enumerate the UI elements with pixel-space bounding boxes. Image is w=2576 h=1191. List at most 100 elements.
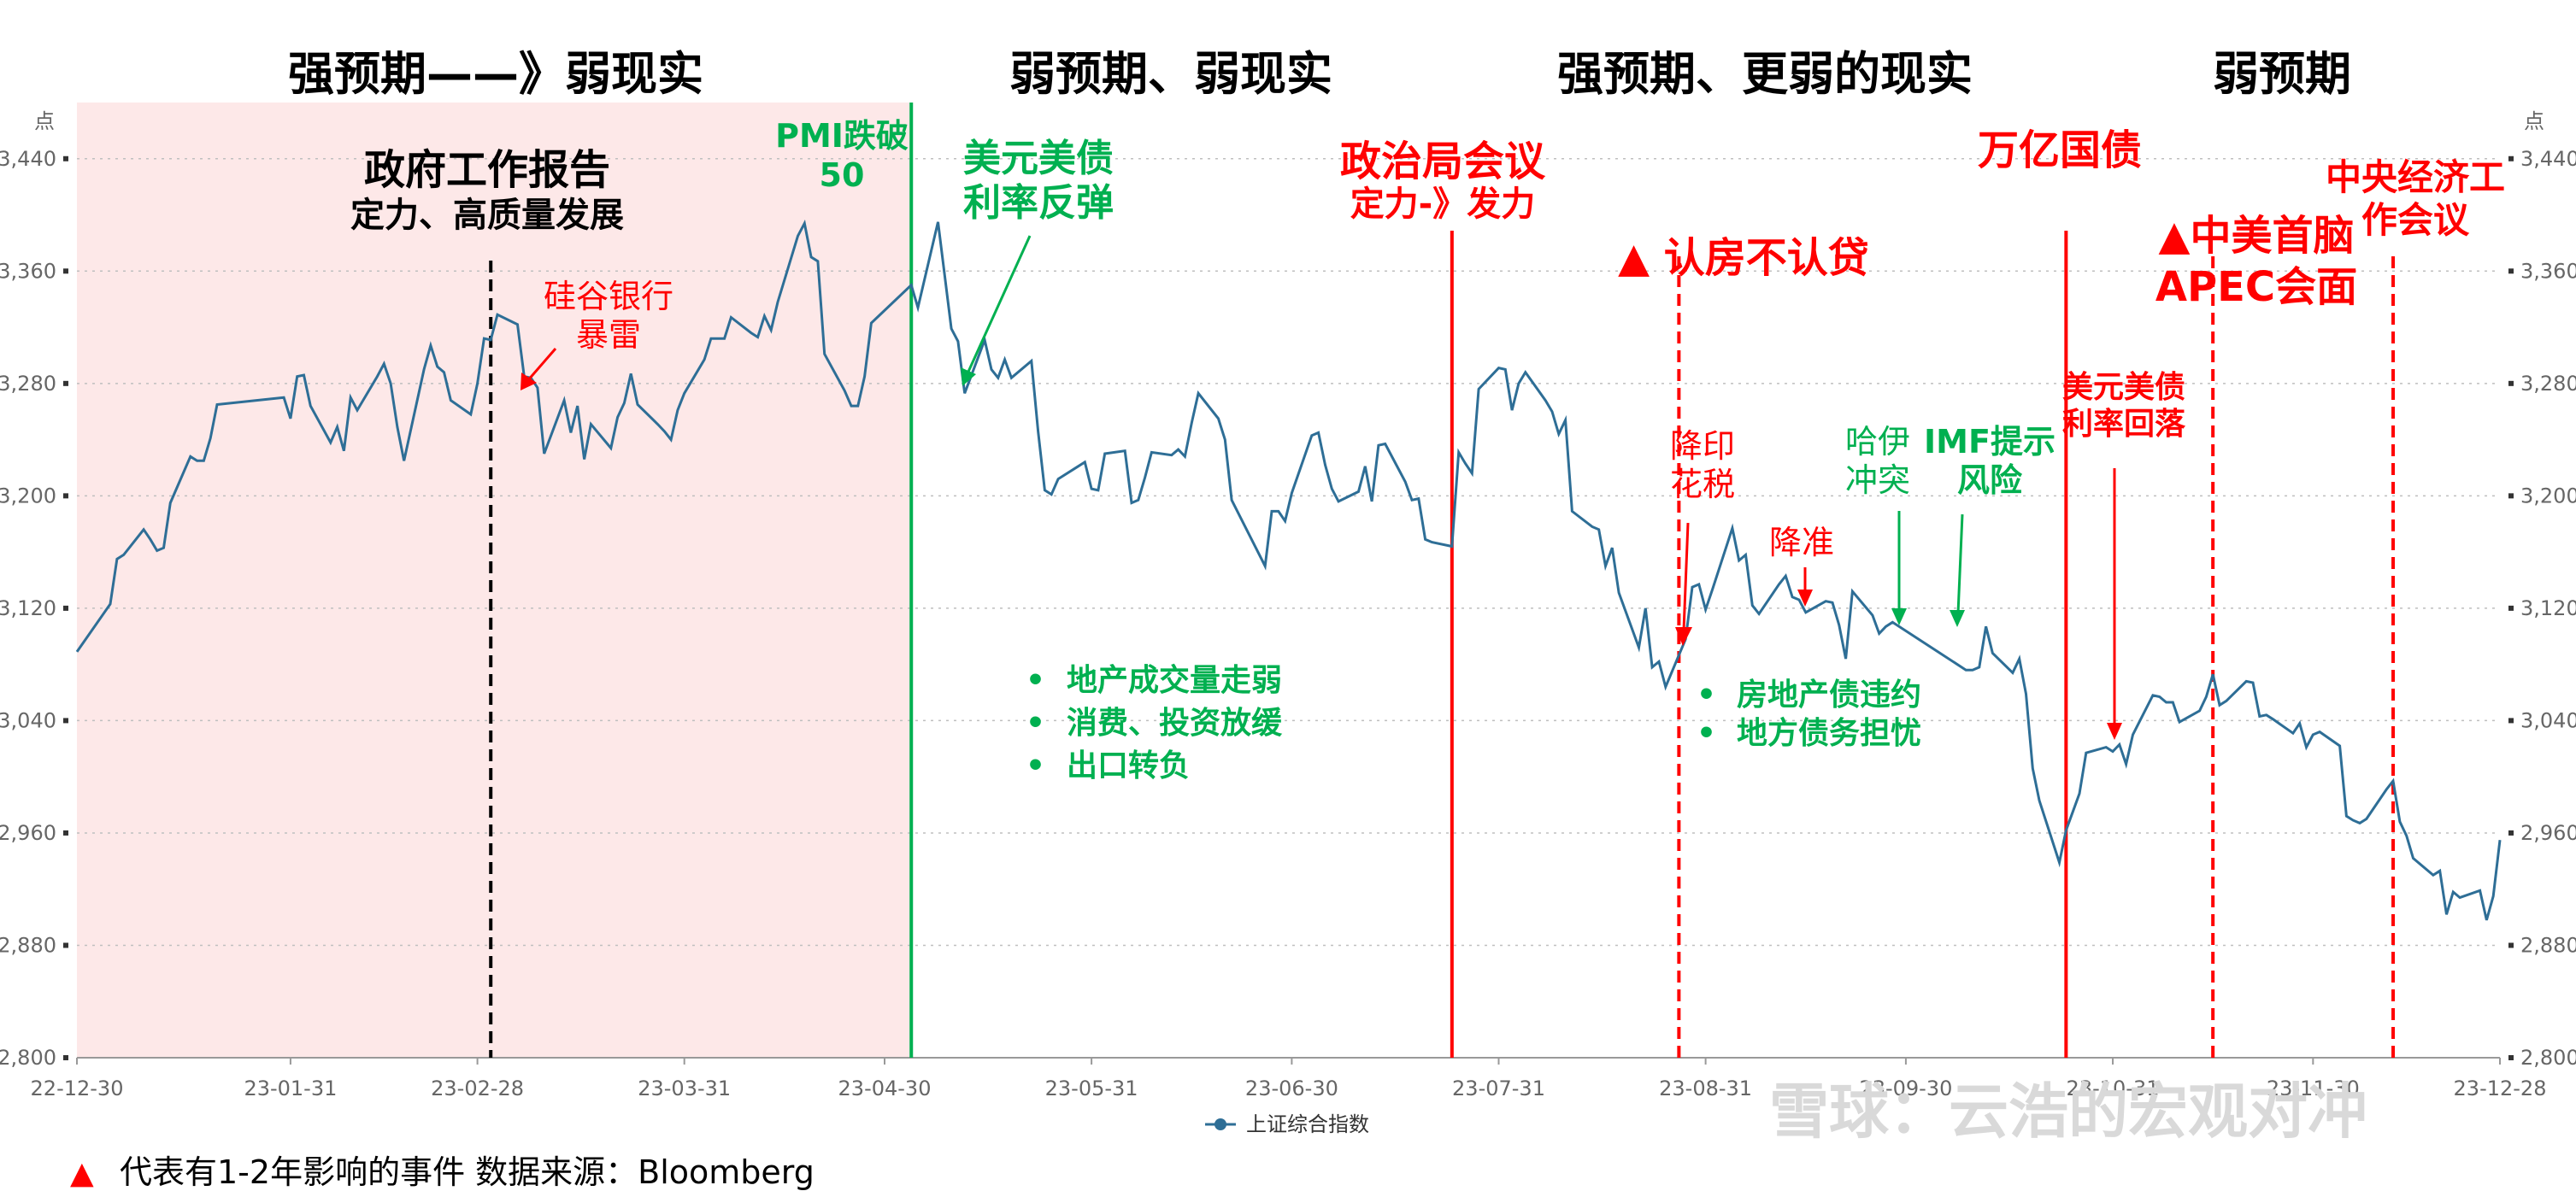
footer-note: 代表有1-2年影响的事件 数据来源：Bloomberg	[120, 1153, 815, 1191]
imf-label-2: 风险	[1957, 461, 2023, 499]
politburo-label-1: 政治局会议	[1340, 138, 1546, 185]
bullet-mid-3-text: 出口转负	[1067, 748, 1190, 783]
y-tick-mark-right-3280	[2508, 380, 2514, 386]
pmi-label-2: 50	[820, 156, 865, 194]
bullet-mid-2-text: 消费、投资放缓	[1067, 706, 1283, 741]
bullet-right-2: • 地方债务担忧	[1697, 716, 1921, 751]
svb-label-1: 硅谷银行	[544, 278, 673, 315]
y-tick-mark-right-3120	[2508, 605, 2514, 611]
x-tick-label: 23-05-31	[1045, 1077, 1138, 1100]
gov-report-subtitle: 定力、高质量发展	[350, 196, 624, 235]
legend-swatch-marker	[1214, 1118, 1226, 1130]
shaded-period	[77, 103, 912, 1058]
usd-fall-label-1: 美元美债	[2062, 370, 2185, 405]
y-tick-label-left: 3,440	[0, 147, 56, 171]
y-unit-left: 点	[34, 109, 55, 133]
stamp-duty-arrow-head	[1675, 627, 1692, 646]
bullet-mid-2-symbol: •	[1026, 706, 1045, 741]
trillion-bond-label: 万亿国债	[1978, 126, 2142, 174]
y-tick-label-left: 3,120	[0, 596, 56, 620]
x-tick-label: 23-03-31	[638, 1077, 731, 1100]
usd-fall-arrow-head	[2107, 723, 2122, 740]
y-tick-label-left: 3,040	[0, 708, 56, 732]
bullet-right-2-text: 地方债务担忧	[1737, 716, 1921, 751]
bullet-right-1-text: 房地产债违约	[1737, 678, 1921, 713]
stamp-duty-label-2: 花税	[1670, 466, 1735, 503]
y-tick-mark-right-3360	[2508, 268, 2514, 274]
israel-hamas-label-1: 哈伊	[1845, 423, 1910, 461]
bullet-mid-1-text: 地产成交量走弱	[1067, 662, 1282, 698]
bullet-mid-1: • 地产成交量走弱	[1026, 662, 1282, 698]
y-tick-mark-left-3200	[63, 493, 68, 499]
bullet-right-1: • 房地产债违约	[1697, 678, 1921, 713]
x-tick-label: 23-04-30	[838, 1077, 932, 1100]
y-tick-label-right: 3,360	[2520, 259, 2576, 283]
bullet-right-2-symbol: •	[1697, 716, 1716, 751]
y-tick-label-right: 2,800	[2520, 1046, 2576, 1070]
usd-rebound-label-2: 利率反弹	[963, 181, 1114, 225]
y-tick-mark-right-3040	[2508, 718, 2514, 724]
stamp-duty-arrow	[1682, 522, 1690, 631]
y-tick-mark-left-3360	[63, 268, 68, 274]
pmi-label-1: PMI跌破	[775, 117, 909, 155]
bullet-right-1-symbol: •	[1697, 678, 1716, 713]
phase-1-title: 强预期——》弱现实	[288, 47, 703, 101]
y-tick-label-left: 2,960	[0, 821, 56, 845]
gov-report-title: 政府工作报告	[364, 146, 610, 194]
imf-arrow-head	[1950, 610, 1965, 627]
bullet-mid-2: • 消费、投资放缓	[1026, 706, 1283, 741]
y-tick-label-right: 3,120	[2520, 596, 2576, 620]
y-tick-mark-left-3120	[63, 605, 68, 611]
y-tick-mark-left-2880	[63, 942, 68, 948]
y-tick-mark-right-2880	[2508, 942, 2514, 948]
x-tick-label: 23-01-31	[244, 1077, 337, 1100]
rrr-cut-arrow-head	[1797, 590, 1813, 607]
y-tick-mark-right-3440	[2508, 155, 2514, 161]
x-tick-label: 23-10-31	[2067, 1077, 2160, 1100]
x-tick-label: 23-02-28	[431, 1077, 524, 1100]
y-tick-label-left: 2,800	[0, 1046, 56, 1070]
y-tick-label-right: 2,880	[2520, 933, 2576, 957]
y-tick-mark-left-2800	[63, 1055, 68, 1060]
usd-fall-label-2: 利率回落	[2062, 407, 2186, 442]
imf-label-1: IMF提示	[1924, 423, 2056, 461]
y-tick-label-left: 2,880	[0, 933, 56, 957]
y-tick-mark-left-3040	[63, 718, 68, 724]
imf-arrow	[1956, 513, 1964, 614]
israel-hamas-label-2: 冲突	[1845, 461, 1910, 499]
svb-arrow	[526, 348, 557, 382]
apec-label-1: ▲中美首脑	[2159, 212, 2355, 260]
y-tick-mark-right-3200	[2508, 493, 2514, 499]
y-tick-label-left: 3,200	[0, 484, 56, 507]
footer-marker: ▲	[70, 1156, 94, 1191]
x-tick-label: 23-12-28	[2454, 1077, 2547, 1100]
x-tick-label: 23-06-30	[1245, 1077, 1338, 1100]
cewc-label-1: 中央经济工	[2326, 156, 2505, 198]
y-tick-mark-left-3440	[63, 155, 68, 161]
x-ticks: 22-12-30 23-01-31 23-02-28 23-03-31 23-04-30…	[31, 1058, 2547, 1100]
svb-label-2: 暴雷	[576, 316, 641, 354]
bullet-mid-3-symbol: •	[1026, 748, 1045, 783]
legend-label: 上证综合指数	[1246, 1112, 1369, 1136]
y-tick-label-right: 3,440	[2520, 147, 2576, 171]
y-tick-mark-right-2800	[2508, 1055, 2514, 1060]
y-tick-label-left: 3,360	[0, 259, 56, 283]
y-tick-label-right: 3,280	[2520, 372, 2576, 396]
y-tick-label-right: 3,040	[2520, 708, 2576, 732]
apec-label-2: APEC会面	[2155, 263, 2357, 311]
bullet-mid-1-symbol: •	[1026, 663, 1045, 698]
y-ticks-right: 2,800 2,880 2,960 3,040 3,120 3,200 3,280 3,360…	[2508, 147, 2576, 1070]
cewc-label-2: 作会议	[2361, 199, 2470, 241]
watermark-text: 雪球：云浩的宏观对冲	[1769, 1077, 2367, 1147]
y-unit-right: 点	[2524, 109, 2544, 133]
x-tick-label: 23-08-31	[1659, 1077, 1752, 1100]
x-tick-label: 23-11-30	[2267, 1077, 2360, 1100]
usd-rebound-arrow	[967, 235, 1032, 373]
bullet-mid-3: • 出口转负	[1026, 748, 1190, 783]
phase-4-title: 弱预期	[2213, 47, 2351, 101]
israel-hamas-arrow-head	[1891, 608, 1907, 625]
phase-3-title: 强预期、更弱的现实	[1557, 47, 1973, 101]
x-tick-label: 23-09-30	[1859, 1077, 1952, 1100]
svb-arrow-head	[520, 373, 537, 390]
